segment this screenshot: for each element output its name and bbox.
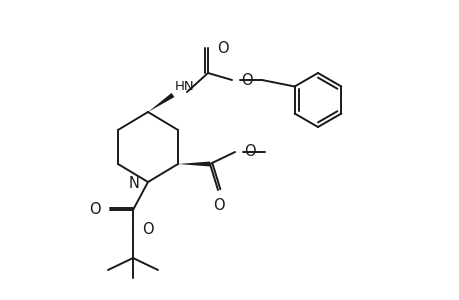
- Text: O: O: [243, 143, 255, 158]
- Text: N: N: [129, 176, 140, 190]
- Text: O: O: [213, 198, 224, 213]
- Text: O: O: [217, 40, 228, 56]
- Text: O: O: [142, 223, 153, 238]
- Polygon shape: [148, 93, 174, 112]
- Polygon shape: [178, 161, 210, 166]
- Text: O: O: [89, 202, 101, 217]
- Text: O: O: [241, 73, 252, 88]
- Text: HN: HN: [174, 80, 194, 93]
